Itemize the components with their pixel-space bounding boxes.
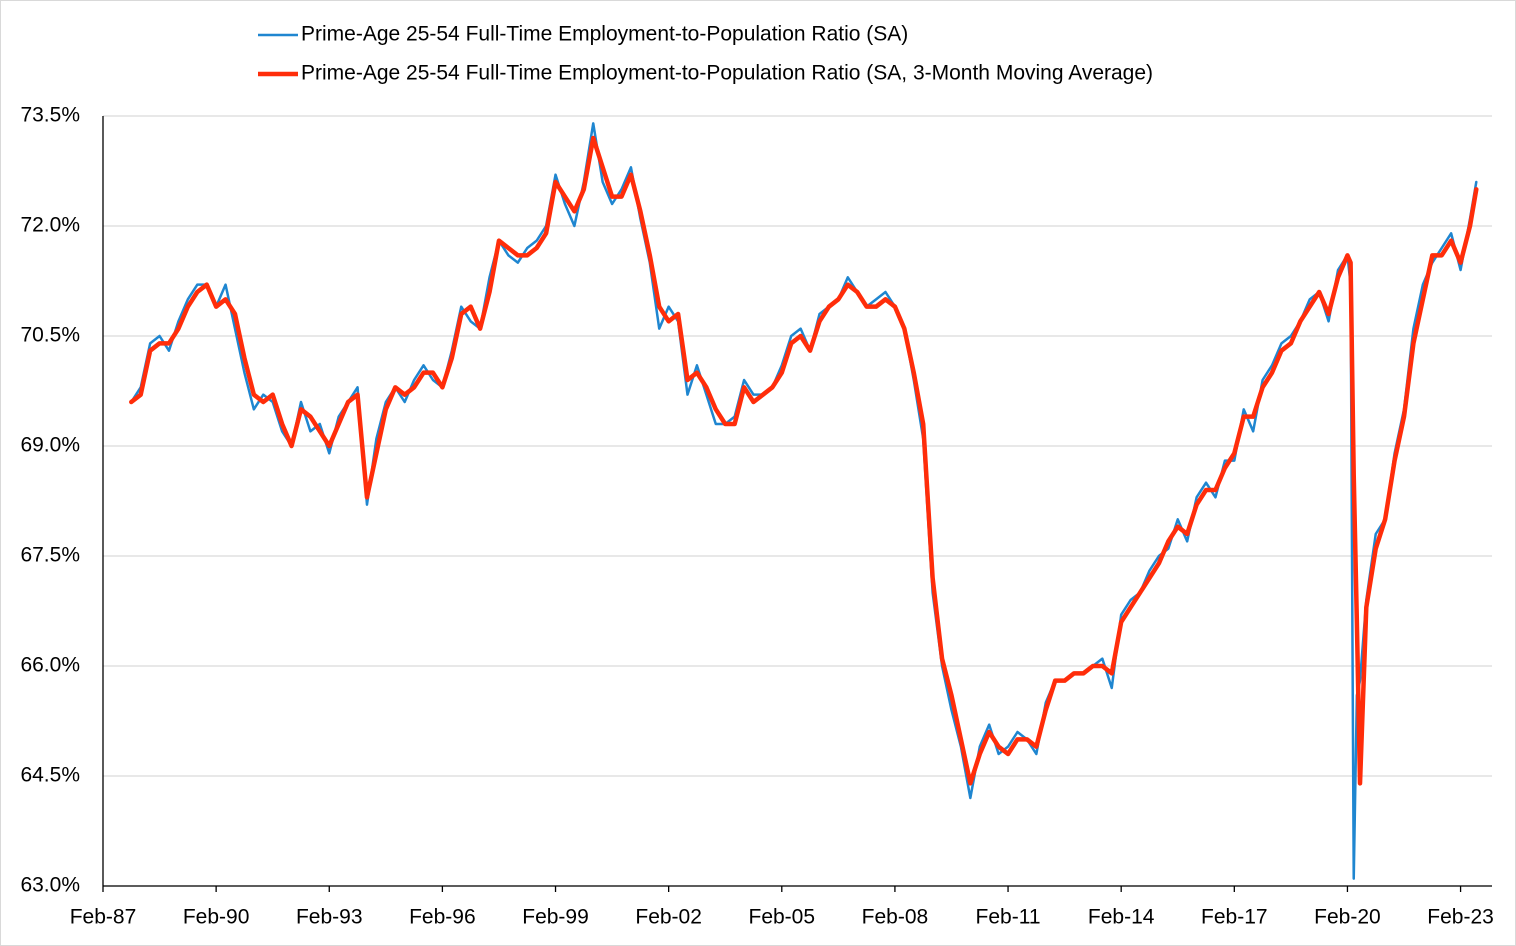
x-tick-label: Feb-87 [70, 906, 137, 929]
y-tick-label: 72.0% [20, 214, 80, 237]
x-tick-label: Feb-05 [749, 906, 816, 929]
y-tick-label: 69.0% [20, 434, 80, 457]
y-tick-label: 70.5% [20, 324, 80, 347]
legend-label: Prime-Age 25-54 Full-Time Employment-to-… [301, 62, 1153, 85]
x-tick-label: Feb-17 [1201, 906, 1268, 929]
y-tick-label: 67.5% [20, 544, 80, 567]
x-tick-label: Feb-90 [183, 906, 250, 929]
x-tick-label: Feb-96 [409, 906, 476, 929]
x-tick-label: Feb-23 [1427, 906, 1494, 929]
x-tick-label: Feb-08 [862, 906, 929, 929]
y-tick-label: 73.5% [20, 104, 80, 127]
y-tick-label: 63.0% [20, 874, 80, 897]
series-line [129, 135, 1479, 786]
x-tick-label: Feb-11 [976, 906, 1041, 929]
y-tick-label: 66.0% [20, 654, 80, 677]
x-tick-label: Feb-02 [635, 906, 702, 929]
y-tick-label: 64.5% [20, 764, 80, 787]
x-tick-label: Feb-99 [522, 906, 589, 929]
x-tick-label: Feb-20 [1314, 906, 1381, 929]
legend-label: Prime-Age 25-54 Full-Time Employment-to-… [301, 23, 908, 46]
x-tick-label: Feb-14 [1088, 906, 1155, 929]
x-tick-label: Feb-93 [296, 906, 363, 929]
